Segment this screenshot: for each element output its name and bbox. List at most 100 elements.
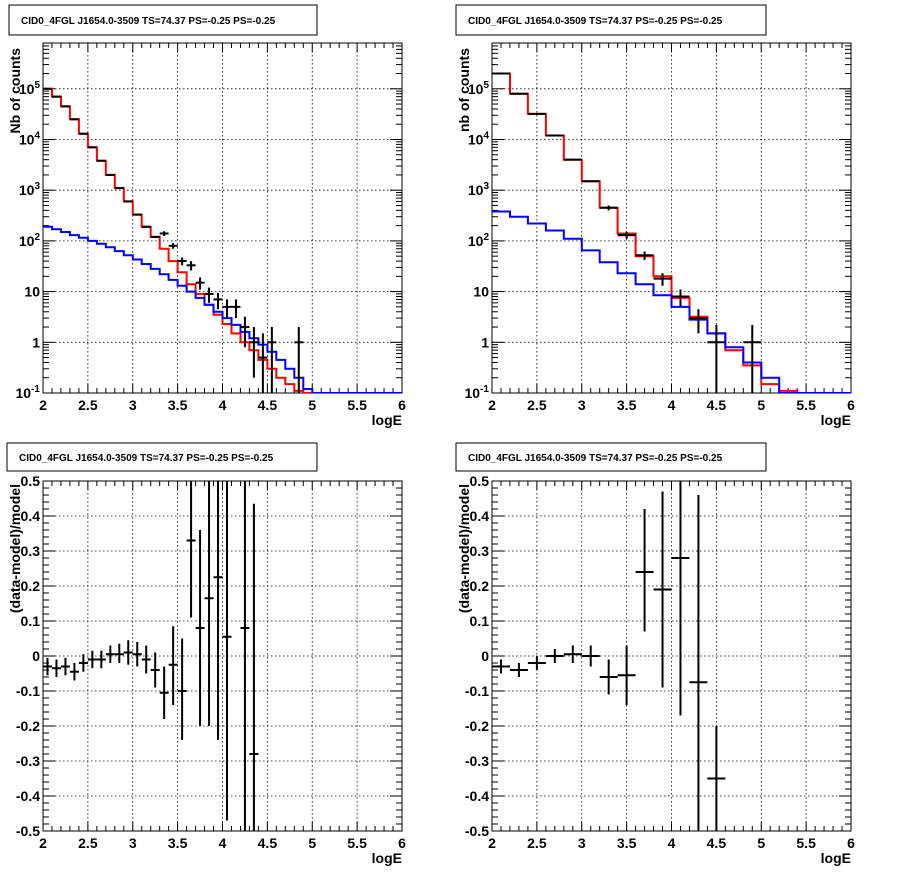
x-tick-label: 2 bbox=[488, 835, 496, 851]
x-tick-label: 4 bbox=[219, 397, 227, 413]
chart-title-box bbox=[6, 442, 318, 472]
x-tick-label: 2.5 bbox=[78, 397, 98, 413]
y-tick-label: -0.3 bbox=[16, 753, 40, 769]
x-tick-label: 4.5 bbox=[258, 397, 278, 413]
y-tick-label: 0 bbox=[481, 648, 489, 664]
y-axis-title: Nb of counts bbox=[7, 48, 23, 134]
chart-panel-2: CID0_4FGL J1654.0-3509 TS=74.37 PS=-0.25… bbox=[455, 4, 855, 428]
y-tick-label: -0.1 bbox=[465, 683, 489, 699]
x-tick-label: 3.5 bbox=[617, 397, 637, 413]
x-tick-label: 3.5 bbox=[168, 397, 188, 413]
plot-data bbox=[43, 87, 402, 393]
y-tick-label: 10-1 bbox=[16, 384, 41, 401]
y-tick-label: 0.1 bbox=[21, 613, 41, 629]
x-tick-label: 6 bbox=[847, 397, 855, 413]
y-tick-label: -0.2 bbox=[16, 718, 40, 734]
y-tick-label: 102 bbox=[19, 232, 41, 249]
x-tick-label: 5.5 bbox=[796, 397, 816, 413]
histogram-series-1 bbox=[43, 87, 402, 393]
y-tick-label: 10 bbox=[473, 284, 489, 300]
y-tick-label: 1 bbox=[32, 334, 40, 350]
x-tick-label: 3.5 bbox=[168, 835, 188, 851]
x-tick-label: 2.5 bbox=[527, 835, 547, 851]
histogram-series-2 bbox=[492, 210, 851, 393]
x-tick-label: 2 bbox=[39, 397, 47, 413]
plot-data bbox=[492, 481, 726, 831]
x-tick-label: 5 bbox=[308, 397, 316, 413]
x-tick-label: 5 bbox=[308, 835, 316, 851]
chart-panel-4: CID0_4FGL J1654.0-3509 TS=74.37 PS=-0.25… bbox=[455, 442, 855, 866]
chart-title-box bbox=[8, 4, 318, 36]
x-tick-label: 4.5 bbox=[258, 835, 278, 851]
y-tick-label: -0.4 bbox=[16, 788, 40, 804]
x-tick-label: 3 bbox=[129, 397, 137, 413]
y-tick-label: 0.4 bbox=[470, 508, 490, 524]
plot-data bbox=[492, 72, 851, 393]
chart-title: CID0_4FGL J1654.0-3509 TS=74.37 PS=-0.25… bbox=[468, 453, 723, 464]
y-tick-label: 0 bbox=[32, 648, 40, 664]
histogram-series-2 bbox=[43, 225, 402, 393]
x-tick-label: 2.5 bbox=[78, 835, 98, 851]
chart-title: CID0_4FGL J1654.0-3509 TS=74.37 PS=-0.25… bbox=[468, 16, 723, 27]
x-axis-title: logE bbox=[372, 412, 402, 428]
x-tick-label: 4 bbox=[219, 835, 227, 851]
x-tick-label: 4.5 bbox=[707, 397, 727, 413]
x-tick-label: 5 bbox=[757, 835, 765, 851]
y-tick-label: 0.4 bbox=[21, 508, 41, 524]
chart-panel-1: CID0_4FGL J1654.0-3509 TS=74.37 PS=-0.25… bbox=[7, 4, 406, 428]
y-tick-label: 102 bbox=[468, 232, 490, 249]
y-tick-label: -0.5 bbox=[465, 823, 489, 839]
y-tick-label: 104 bbox=[468, 130, 490, 147]
y-tick-label: -0.2 bbox=[465, 718, 489, 734]
y-tick-label: 0.5 bbox=[470, 473, 490, 489]
y-tick-label: 0.3 bbox=[470, 543, 490, 559]
y-axis-title: (data-model)/model bbox=[7, 484, 23, 613]
chart-title-box bbox=[455, 442, 767, 472]
x-tick-label: 6 bbox=[847, 835, 855, 851]
y-tick-label: 0.5 bbox=[21, 473, 41, 489]
chart-title-box bbox=[455, 4, 767, 36]
y-tick-label: -0.3 bbox=[465, 753, 489, 769]
histogram-series-1 bbox=[492, 72, 851, 393]
x-axis-title: logE bbox=[821, 850, 851, 866]
y-tick-label: 103 bbox=[19, 181, 41, 198]
y-tick-label: 0.1 bbox=[470, 613, 490, 629]
x-tick-label: 6 bbox=[398, 397, 406, 413]
x-tick-label: 4 bbox=[668, 397, 676, 413]
x-tick-label: 3.5 bbox=[617, 835, 637, 851]
x-tick-label: 2 bbox=[488, 397, 496, 413]
y-tick-label: 105 bbox=[468, 80, 490, 97]
x-tick-label: 5 bbox=[757, 397, 765, 413]
x-tick-label: 4.5 bbox=[707, 835, 727, 851]
y-tick-label: 10 bbox=[24, 284, 40, 300]
x-tick-label: 2 bbox=[39, 835, 47, 851]
y-tick-label: 0.2 bbox=[470, 578, 490, 594]
y-tick-label: 0.3 bbox=[21, 543, 41, 559]
y-tick-label: -0.1 bbox=[16, 683, 40, 699]
y-tick-label: 10-1 bbox=[465, 384, 490, 401]
x-tick-label: 5.5 bbox=[796, 835, 816, 851]
x-tick-label: 5.5 bbox=[347, 835, 367, 851]
x-tick-label: 6 bbox=[398, 835, 406, 851]
x-tick-label: 3 bbox=[578, 397, 586, 413]
x-tick-label: 3 bbox=[578, 835, 586, 851]
plot-data bbox=[43, 481, 259, 831]
y-tick-label: 105 bbox=[19, 80, 41, 97]
chart-panel-3: CID0_4FGL J1654.0-3509 TS=74.37 PS=-0.25… bbox=[6, 442, 406, 866]
y-tick-label: 1 bbox=[481, 334, 489, 350]
y-tick-label: 103 bbox=[468, 181, 490, 198]
y-tick-label: -0.5 bbox=[16, 823, 40, 839]
x-tick-label: 2.5 bbox=[527, 397, 547, 413]
y-axis-title: nb of counts bbox=[456, 48, 472, 132]
x-axis-title: logE bbox=[372, 850, 402, 866]
y-tick-label: 104 bbox=[19, 130, 41, 147]
y-tick-label: 0.2 bbox=[21, 578, 41, 594]
x-tick-label: 4 bbox=[668, 835, 676, 851]
x-axis-title: logE bbox=[821, 412, 851, 428]
y-axis-title: (data-model)/model bbox=[456, 484, 472, 613]
x-tick-label: 3 bbox=[129, 835, 137, 851]
y-tick-label: -0.4 bbox=[465, 788, 489, 804]
chart-title: CID0_4FGL J1654.0-3509 TS=74.37 PS=-0.25… bbox=[19, 453, 274, 464]
x-tick-label: 5.5 bbox=[347, 397, 367, 413]
